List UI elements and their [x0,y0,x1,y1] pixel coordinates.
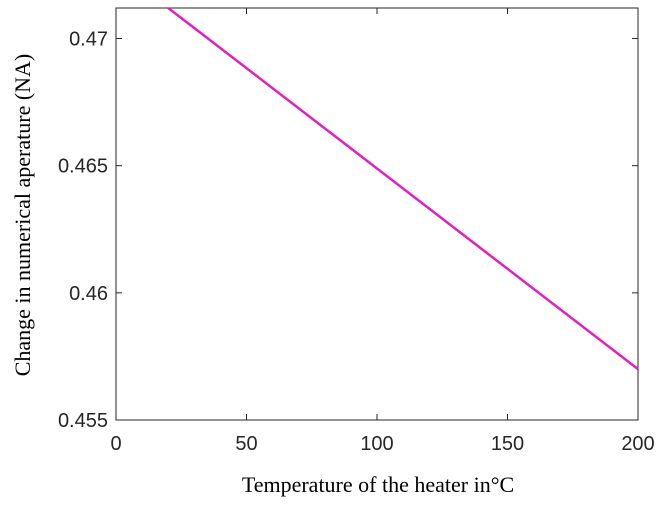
x-tick-label: 150 [491,433,524,455]
y-tick-label: 0.46 [69,283,108,305]
y-tick-label: 0.455 [58,410,108,432]
y-axis-label: Change in numerical aperature (NA) [10,54,35,377]
x-tick-label: 100 [360,433,393,455]
x-axis-label: Temperature of the heater in°C [242,472,514,497]
axes-box [115,7,639,421]
y-axis-ticks: 0.455 0.46 0.465 0.47 [58,29,638,432]
series-line [167,7,639,371]
x-tick-label: 200 [621,433,654,455]
x-tick-label: 50 [235,433,257,455]
y-tick-label: 0.47 [69,29,108,51]
x-axis-ticks: 0 50 100 150 200 [110,8,655,455]
y-tick-label: 0.465 [58,156,108,178]
plot-area [115,7,639,421]
x-tick-label: 0 [110,433,121,455]
